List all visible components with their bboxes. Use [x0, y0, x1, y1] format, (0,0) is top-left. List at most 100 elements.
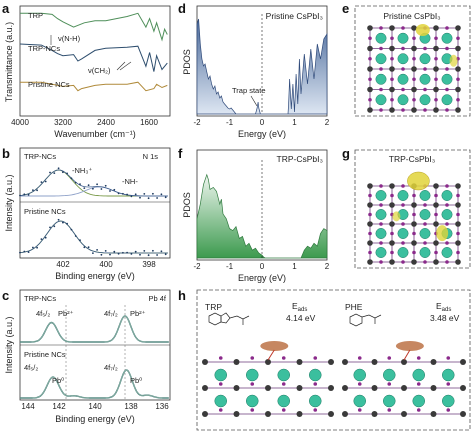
h-cs-1-0-3	[309, 368, 322, 382]
i-atom-v-e-0-2	[412, 36, 416, 41]
b-point-0-20	[62, 171, 64, 174]
f-title: TRP-CsPbI₃	[277, 154, 323, 164]
b-point-0-68	[164, 196, 167, 199]
b-point-0-0	[19, 194, 21, 197]
h-pb-2-0-4	[460, 359, 466, 365]
pb-atom-e-3-3	[433, 86, 439, 93]
b-point-0-4	[27, 193, 30, 196]
f-xtick-2: 0	[260, 262, 265, 271]
c-xtick-3: 138	[124, 402, 138, 411]
h-pb-1-0-2	[265, 359, 271, 365]
pb-atom-g-3-1	[389, 240, 395, 246]
pb-atom-e-1-4	[455, 45, 461, 52]
panel-label-e: e	[342, 1, 349, 16]
b-point-1-40	[104, 250, 107, 252]
i-atom-v-e-3-3	[434, 97, 438, 102]
i-atom-v-e-2-2	[412, 77, 416, 82]
h-i-1-0-0	[218, 356, 223, 360]
i-atom-h-g-1-2	[423, 203, 427, 207]
panel-label-a: a	[2, 1, 10, 16]
c-peak-pb2-top-2: Pb²⁺	[130, 309, 146, 318]
h-i-1-1-2	[281, 382, 286, 386]
h-i-2-2-0	[357, 408, 362, 412]
panel-e-frame	[354, 5, 471, 117]
d-xtick-3: 1	[292, 118, 297, 127]
h-eads1-label: Eads	[292, 301, 307, 313]
panel-h-frame	[196, 289, 471, 431]
i-atom-v-e-1-1	[390, 56, 394, 61]
pb-atom-g-4-2	[411, 259, 417, 265]
b-xlabel: Binding energy (eV)	[55, 271, 135, 281]
c-ylabel: Intensity (a.u.)	[4, 316, 14, 373]
charge-density-top-e	[415, 24, 430, 36]
panel-d: d Pristine CsPbI₃ Trap state -2 -1 0 1 2…	[178, 1, 330, 139]
b-point-0-22	[66, 172, 68, 175]
b-point-1-54	[134, 250, 137, 253]
h-cs-1-0-1	[246, 368, 259, 382]
c-peak-4f52-top: 4f₅/₂	[36, 309, 50, 318]
i-atom-h-g-4-2	[423, 260, 427, 264]
phe-molecule-sketch	[349, 313, 382, 327]
c-peak-pb0-bottom: Pb⁰	[52, 376, 64, 385]
b-point-0-62	[152, 192, 154, 195]
cs-atom-g-3-0	[375, 247, 387, 258]
cs-atom-e-2-2	[419, 73, 431, 85]
b-point-1-52	[130, 253, 133, 255]
b-point-1-62	[152, 249, 154, 252]
crystal-structure-pristine	[367, 24, 461, 113]
i-atom-h-g-4-1	[401, 260, 405, 264]
cs-atom-g-3-1	[397, 247, 409, 258]
a-xlabel: Wavenumber (cm⁻¹)	[54, 129, 135, 139]
charge-density-top-g	[407, 171, 430, 191]
b-xtick-2: 398	[142, 260, 156, 269]
b-point-0-18	[57, 167, 60, 170]
h-i-1-0-3	[313, 356, 318, 360]
h-i-2-2-2	[416, 408, 421, 412]
trp-adsorption-slab	[202, 341, 334, 417]
pb-atom-g-1-0	[367, 202, 373, 208]
b-point-0-52	[130, 195, 133, 198]
i-atom-h-g-4-0	[379, 260, 383, 264]
cs-atom-g-2-0	[375, 228, 387, 239]
b-point-1-20	[62, 221, 64, 224]
h-pb-1-2-0	[202, 411, 208, 417]
i-atom-v-g-3-1	[390, 250, 394, 255]
i-atom-h-g-3-2	[423, 241, 427, 245]
i-atom-h-g-0-1	[401, 184, 405, 188]
i-atom-h-e-3-1	[401, 87, 405, 92]
pb-atom-e-3-0	[367, 86, 373, 93]
pb-atom-e-4-2	[411, 107, 417, 113]
b-point-1-48	[122, 251, 124, 254]
i-atom-v-e-0-1	[390, 36, 394, 41]
charge-density-side-e	[449, 54, 458, 67]
b-peak-nh: -NH-	[122, 177, 138, 186]
pb-atom-g-4-3	[433, 259, 439, 265]
d-title: Pristine CsPbI₃	[266, 11, 323, 21]
panel-d-area	[196, 14, 328, 115]
i-atom-h-g-1-0	[379, 203, 383, 207]
i-atom-h-e-1-1	[401, 46, 405, 51]
h-pb-2-2-2	[401, 411, 407, 417]
h-pb-2-2-0	[342, 411, 348, 417]
h-i-2-0-1	[387, 356, 392, 360]
legend-trp-ncs: TRP-NCs	[28, 44, 60, 53]
i-atom-v-e-2-3	[434, 77, 438, 82]
h-cs-2-1-2	[412, 394, 425, 408]
annotation-ch2: ν(CH₂)	[88, 66, 111, 75]
h-pb-2-0-2	[401, 359, 407, 365]
b-point-0-2	[23, 193, 26, 196]
f-ylabel: PDOS	[182, 192, 192, 218]
b-envelope-0	[19, 169, 168, 197]
panel-label-c: c	[2, 288, 9, 303]
i-atom-v-g-0-0	[368, 193, 372, 198]
i-atom-v-g-0-2	[412, 193, 416, 198]
i-atom-h-g-1-3	[445, 203, 449, 207]
f-xtick-4: 2	[325, 262, 330, 271]
i-atom-v-e-0-4	[456, 36, 460, 41]
h-mol2-label: PHE	[345, 302, 363, 312]
i-atom-h-e-2-1	[401, 67, 405, 71]
pb-atom-g-3-4	[455, 240, 461, 246]
pb-atom-e-1-2	[411, 45, 417, 52]
pb-atom-e-2-3	[433, 66, 439, 72]
h-pb-1-2-2	[265, 411, 271, 417]
